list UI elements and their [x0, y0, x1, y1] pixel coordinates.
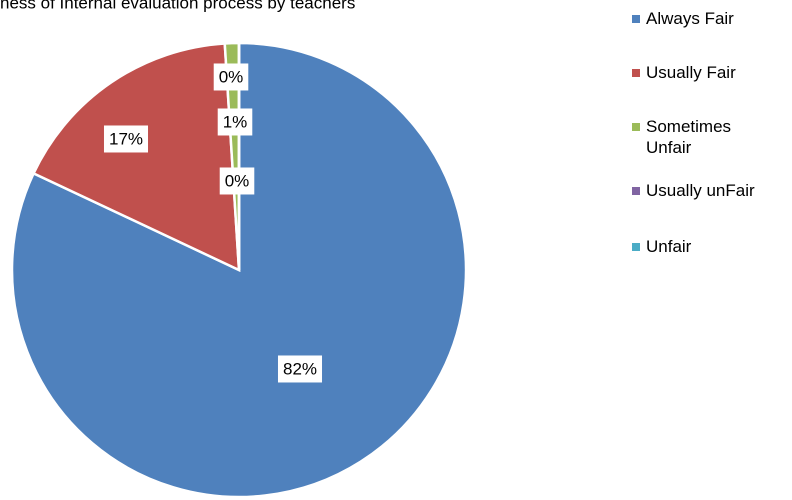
- legend-label: Unfair: [646, 237, 692, 256]
- data-label-bg: [213, 63, 249, 91]
- legend-label: Always Fair: [646, 9, 734, 28]
- data-label-group: 0%: [213, 63, 249, 91]
- legend-label: Usually Fair: [646, 63, 736, 82]
- legend-item: Usually unFair: [632, 180, 792, 201]
- data-label-group: 82%: [277, 355, 323, 383]
- legend-item: Always Fair: [632, 8, 782, 29]
- data-label-group: 0%: [219, 167, 255, 195]
- legend-swatch: [632, 187, 640, 195]
- data-label: 82%: [283, 359, 317, 378]
- legend-swatch: [632, 123, 640, 131]
- data-label: 0%: [219, 67, 244, 86]
- pie-slice: [10, 41, 468, 499]
- legend-label: Sometimes Unfair: [646, 117, 732, 157]
- data-label-group: 17%: [103, 125, 149, 153]
- data-label: 1%: [223, 112, 248, 131]
- data-label-bg: [219, 167, 255, 195]
- legend-swatch: [632, 243, 640, 251]
- pie-slice: [31, 42, 241, 273]
- chart-title: ness of Internal evaluation process by t…: [0, 0, 355, 12]
- legend-item: Usually Fair: [632, 62, 782, 83]
- legend-item: Sometimes Unfair: [632, 116, 732, 158]
- legend-item: Unfair: [632, 236, 782, 257]
- data-label-bg: [217, 108, 253, 136]
- data-label: 17%: [109, 129, 143, 148]
- data-label-bg: [103, 125, 149, 153]
- legend-swatch: [632, 15, 640, 23]
- data-label-bg: [277, 355, 323, 383]
- data-label-group: 1%: [217, 108, 253, 136]
- data-label: 0%: [225, 171, 250, 190]
- legend-swatch: [632, 69, 640, 77]
- legend-label: Usually unFair: [646, 181, 755, 200]
